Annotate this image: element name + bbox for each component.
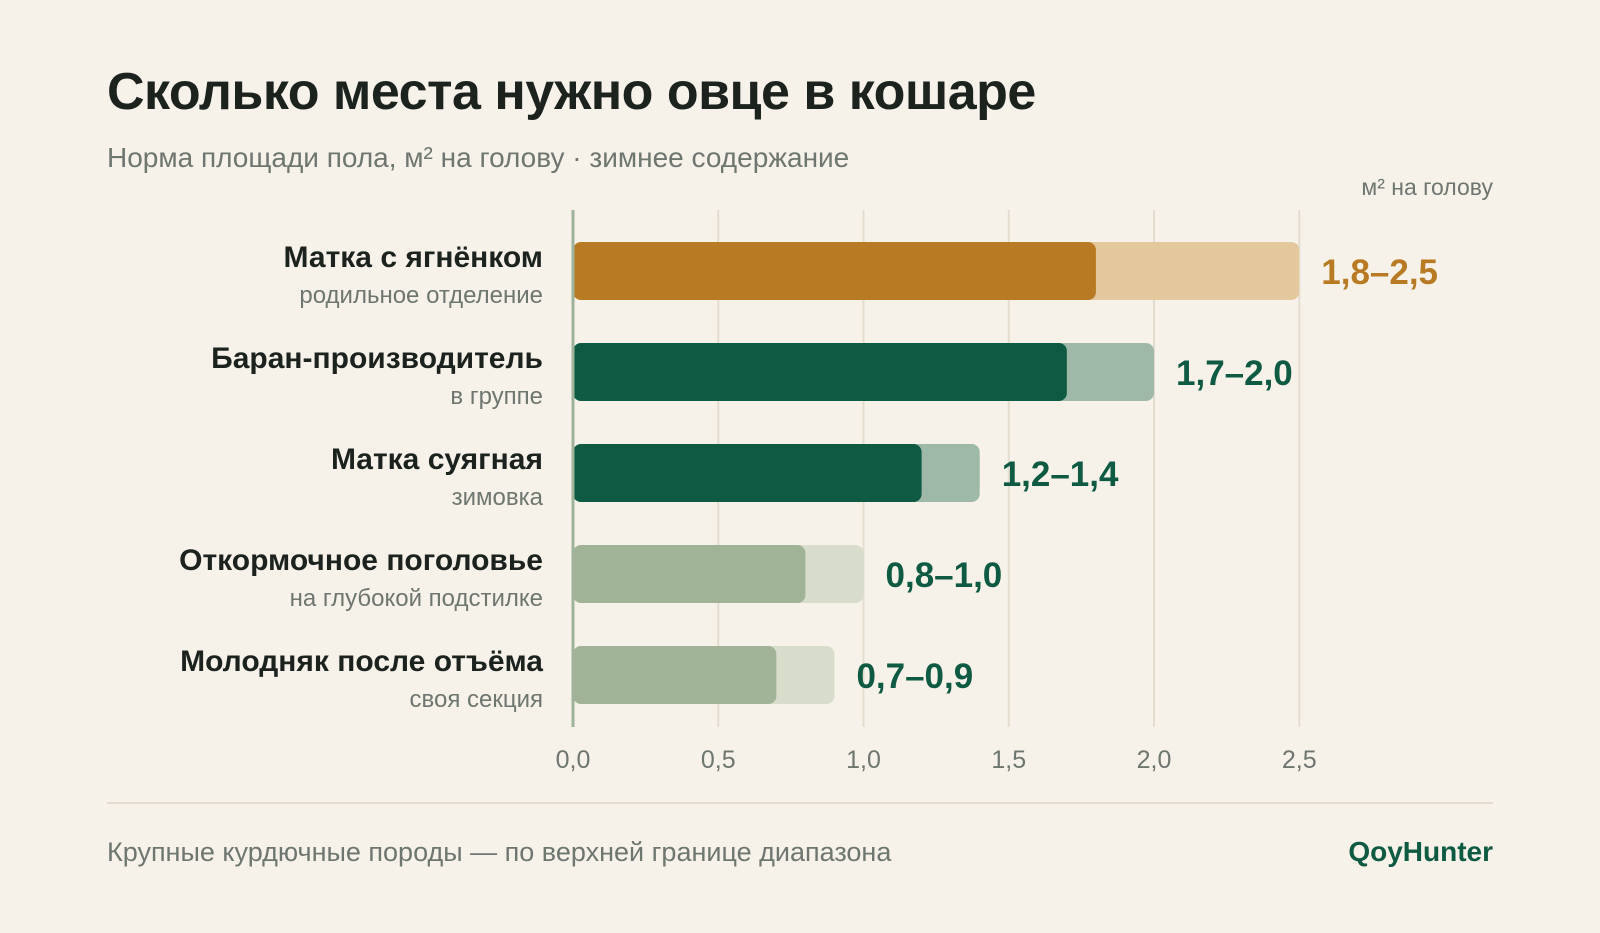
bar-min-1 bbox=[573, 343, 1067, 401]
footer-divider bbox=[107, 802, 1493, 804]
category-sublabel-2: зимовка bbox=[452, 484, 544, 511]
category-label-3: Откормочное поголовье bbox=[179, 544, 543, 577]
bar-value-label-3: 0,8–1,0 bbox=[886, 556, 1003, 595]
category-sublabel-1: в группе bbox=[450, 383, 543, 410]
bar-min-0 bbox=[573, 242, 1096, 300]
bar-value-label-1: 1,7–2,0 bbox=[1176, 354, 1293, 393]
category-sublabel-3: на глубокой подстилке bbox=[290, 585, 543, 612]
x-tick-label-0: 0,0 bbox=[556, 746, 591, 774]
unit-label: м² на голову bbox=[1361, 174, 1493, 200]
bar-min-4 bbox=[573, 646, 777, 704]
category-sublabel-0: родильное отделение bbox=[299, 282, 543, 309]
x-tick-label-2: 1,0 bbox=[846, 746, 881, 774]
brand-logo: QoyHunter bbox=[1348, 836, 1493, 867]
x-tick-label-4: 2,0 bbox=[1137, 746, 1172, 774]
chart-title: Сколько места нужно овце в кошаре bbox=[107, 63, 1036, 121]
bar-value-label-2: 1,2–1,4 bbox=[1002, 455, 1119, 494]
bar-chart: 1,8–2,5 Матка с ягнёнком родильное отделен… bbox=[179, 210, 1438, 774]
x-tick-label-1: 0,5 bbox=[701, 746, 736, 774]
bar-min-3 bbox=[573, 545, 806, 603]
bar-min-2 bbox=[573, 444, 922, 502]
bar-value-label-4: 0,7–0,9 bbox=[856, 657, 973, 696]
category-sublabel-4: своя секция bbox=[410, 686, 544, 713]
category-label-1: Баран-производитель bbox=[211, 342, 543, 375]
x-tick-label-5: 2,5 bbox=[1282, 746, 1317, 774]
bar-value-label-0: 1,8–2,5 bbox=[1321, 253, 1438, 292]
chart-subtitle: Норма площади пола, м² на голову · зимне… bbox=[107, 142, 850, 173]
category-label-2: Матка суягная bbox=[331, 443, 543, 476]
category-label-4: Молодняк после отъёма bbox=[180, 645, 543, 678]
category-label-0: Матка с ягнёнком bbox=[284, 241, 543, 274]
x-tick-label-3: 1,5 bbox=[991, 746, 1026, 774]
footer-note: Крупные курдючные породы — по верхней гр… bbox=[107, 837, 892, 867]
